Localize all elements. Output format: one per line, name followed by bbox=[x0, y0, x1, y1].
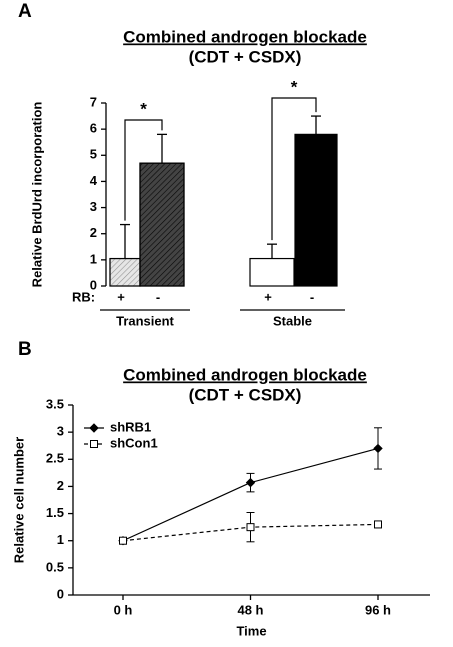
marker bbox=[374, 520, 382, 529]
x-tick-label: - bbox=[156, 289, 160, 304]
y-axis-label: Relative BrdUrd incorporation bbox=[29, 102, 44, 288]
group-label: Transient bbox=[116, 313, 174, 328]
y-tick-label: 0 bbox=[57, 586, 64, 601]
marker bbox=[119, 536, 127, 545]
marker bbox=[246, 523, 255, 532]
bar-hatch bbox=[139, 162, 185, 287]
y-tick-label: 6 bbox=[90, 121, 97, 136]
y-tick-label: 2.5 bbox=[46, 451, 64, 466]
significance-bracket bbox=[271, 97, 317, 241]
significance-star: * bbox=[291, 77, 298, 96]
y-tick-label: 1.5 bbox=[46, 505, 64, 520]
legend-label: shCon1 bbox=[110, 435, 158, 450]
category-axis-label: RB: bbox=[72, 289, 95, 304]
y-tick-label: 1 bbox=[90, 251, 97, 266]
x-axis-label: Time bbox=[236, 623, 266, 638]
y-tick-label: 3 bbox=[57, 424, 64, 439]
significance-star: * bbox=[140, 99, 147, 118]
panel-label: B bbox=[18, 339, 32, 360]
y-tick-label: 5 bbox=[90, 147, 97, 162]
y-tick-label: 4 bbox=[90, 173, 98, 188]
bar-hatch bbox=[109, 257, 141, 287]
y-tick-label: 2 bbox=[57, 478, 64, 493]
x-tick-label: 0 h bbox=[114, 602, 133, 617]
legend-label: shRB1 bbox=[110, 419, 151, 434]
y-tick-label: 7 bbox=[90, 94, 97, 109]
bar bbox=[294, 133, 338, 287]
y-tick-label: 3 bbox=[90, 199, 97, 214]
x-tick-label: 96 h bbox=[365, 602, 391, 617]
y-tick-label: 2 bbox=[90, 225, 97, 240]
y-tick-label: 3.5 bbox=[46, 396, 64, 411]
significance-bracket bbox=[124, 119, 163, 221]
x-tick-label: + bbox=[117, 289, 125, 304]
marker bbox=[245, 477, 256, 488]
marker bbox=[89, 423, 99, 433]
marker bbox=[90, 440, 98, 448]
bar bbox=[249, 257, 295, 287]
chart-subtitle: (CDT + CSDX) bbox=[189, 47, 302, 66]
chart-subtitle: (CDT + CSDX) bbox=[189, 385, 302, 404]
y-tick-label: 0.5 bbox=[46, 559, 64, 574]
group-label: Stable bbox=[273, 313, 312, 328]
x-tick-label: + bbox=[264, 289, 272, 304]
marker bbox=[373, 443, 383, 454]
chart-title: Combined androgen blockade bbox=[123, 365, 367, 384]
panel-label: A bbox=[18, 1, 32, 22]
y-axis-label: Relative cell number bbox=[11, 437, 26, 563]
y-tick-label: 1 bbox=[57, 532, 64, 547]
x-tick-label: - bbox=[310, 289, 314, 304]
chart-title: Combined androgen blockade bbox=[123, 27, 367, 46]
x-tick-label: 48 h bbox=[237, 602, 263, 617]
y-tick-label: 0 bbox=[90, 277, 97, 292]
